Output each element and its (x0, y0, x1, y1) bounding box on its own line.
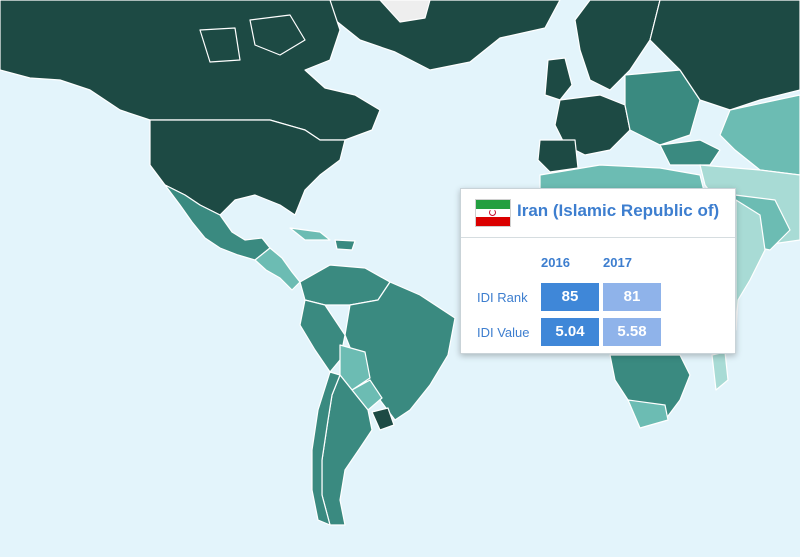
idi-value-2017: 5.58 (603, 318, 661, 346)
country-uk-ireland[interactable] (544, 57, 573, 101)
country-chile[interactable] (311, 371, 341, 526)
row-label-idi-value: IDI Value (477, 325, 530, 340)
country-turkey[interactable] (659, 139, 721, 166)
country-cuba[interactable] (289, 227, 331, 241)
country-canada-islands[interactable] (249, 14, 306, 56)
tooltip-header: Iran (Islamic Republic of) (461, 189, 735, 238)
year-header: 2017 (603, 255, 632, 270)
country-tooltip: Iran (Islamic Republic of) 2016 2017 IDI… (460, 188, 736, 354)
country-peru-ecuador[interactable] (299, 299, 346, 373)
year-header: 2016 (541, 255, 570, 270)
flag-emblem-icon (489, 209, 496, 216)
idi-rank-2016: 85 (541, 283, 599, 311)
iran-flag-icon (475, 199, 511, 227)
flag-band-green (476, 200, 510, 209)
country-bolivia[interactable] (339, 344, 371, 391)
country-uruguay[interactable] (371, 407, 395, 431)
country-arctic-no-data (379, 0, 431, 23)
idi-value-2016: 5.04 (541, 318, 599, 346)
country-hispaniola[interactable] (334, 239, 356, 251)
country-iberia[interactable] (537, 139, 579, 173)
country-name: Iran (Islamic Republic of) (517, 201, 720, 220)
idi-rank-2017: 81 (603, 283, 661, 311)
country-canada-islands-2[interactable] (199, 27, 241, 63)
flag-band-red (476, 217, 510, 226)
country-greenland[interactable] (329, 0, 561, 71)
country-east-africa[interactable] (735, 199, 766, 331)
country-south-africa[interactable] (627, 399, 669, 429)
row-label-idi-rank: IDI Rank (477, 290, 528, 305)
